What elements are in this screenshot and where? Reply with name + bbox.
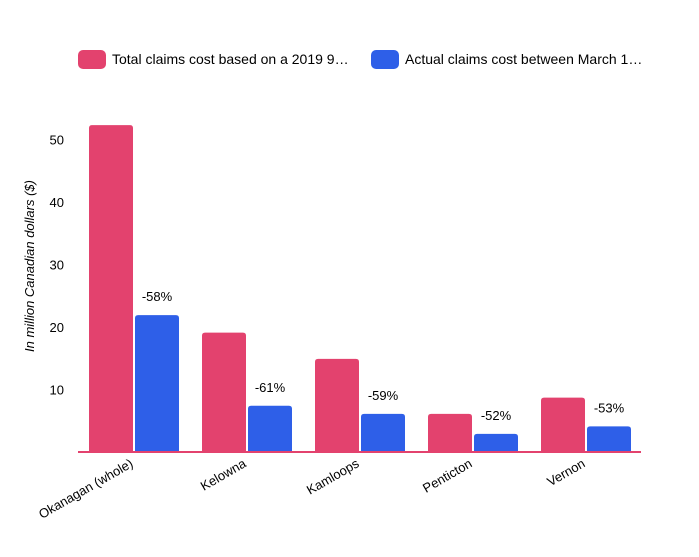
bar-total — [315, 358, 359, 452]
x-tick-label: Vernon — [544, 456, 587, 490]
bar-actual — [474, 433, 518, 452]
x-tick-label: Kamloops — [304, 455, 362, 497]
y-axis-label: In million Canadian dollars ($) — [22, 180, 37, 352]
x-tick-label: Kelowna — [198, 455, 249, 493]
data-label: -61% — [255, 380, 286, 395]
y-tick-label: 50 — [50, 133, 64, 148]
y-tick-label: 20 — [50, 320, 64, 335]
bar-total — [89, 125, 133, 452]
x-tick-label: Okanagan (whole) — [36, 456, 136, 522]
legend-item: Actual claims cost between March 1… — [371, 50, 642, 69]
bar-actual — [135, 315, 179, 452]
data-labels: -58% -61% -59% -52% -53% — [142, 289, 625, 423]
x-axis-categories: Okanagan (whole) Kelowna Kamloops Penticton… — [36, 455, 588, 521]
legend-item: Total claims cost based on a 2019 9… — [78, 50, 349, 69]
y-tick-label: 30 — [50, 258, 64, 273]
bar-total — [541, 397, 585, 452]
y-tick-label: 40 — [50, 195, 64, 210]
data-label: -58% — [142, 289, 173, 304]
data-label: -52% — [481, 408, 512, 423]
legend-label: Total claims cost based on a 2019 9… — [112, 51, 349, 67]
legend-swatch — [78, 50, 106, 69]
y-axis-ticks: 10 20 30 40 50 — [50, 133, 64, 398]
bar-actual — [587, 426, 631, 452]
legend-label: Actual claims cost between March 1… — [405, 51, 642, 67]
bar-total — [428, 413, 472, 452]
legend-swatch — [371, 50, 399, 69]
x-tick-label: Penticton — [420, 456, 474, 496]
bar-actual — [248, 405, 292, 452]
y-tick-label: 10 — [50, 383, 64, 398]
bars — [89, 125, 631, 452]
bar-total — [202, 332, 246, 452]
data-label: -53% — [594, 400, 625, 415]
bar-actual — [361, 413, 405, 452]
legend: Total claims cost based on a 2019 9… Actu… — [78, 50, 642, 69]
data-label: -59% — [368, 388, 399, 403]
